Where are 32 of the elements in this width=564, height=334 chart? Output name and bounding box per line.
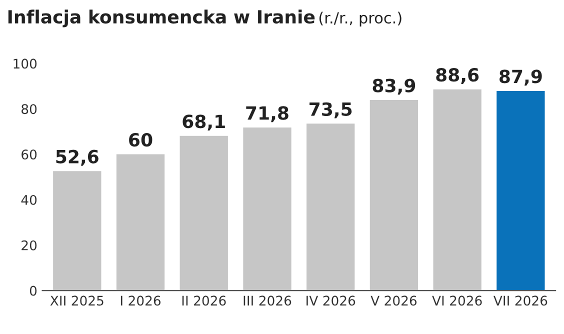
bar xyxy=(496,90,545,291)
chart-title: Inflacja konsumencka w Iranie xyxy=(8,10,315,28)
data-label: 83,9 xyxy=(372,78,416,95)
x-tick-label: XII 2025 xyxy=(50,296,104,306)
data-label: 71,8 xyxy=(246,106,288,122)
data-label: 52,6 xyxy=(56,150,98,166)
x-tick-label: V 2026 xyxy=(370,296,417,306)
bar xyxy=(433,89,482,291)
data-label: 73,5 xyxy=(310,102,352,118)
data-label: 88,6 xyxy=(436,68,479,84)
y-tick-label: 80 xyxy=(22,104,37,114)
y-tick-label: 100 xyxy=(14,58,37,69)
data-label: 87,9 xyxy=(500,70,542,86)
bar xyxy=(306,124,355,291)
y-tick-label: 0 xyxy=(30,286,37,296)
y-tick-label: 60 xyxy=(22,150,37,160)
y-tick-label: 40 xyxy=(21,194,37,205)
data-label: 68,1 xyxy=(182,114,225,131)
chart-subtitle: (r./r., proc.) xyxy=(319,12,402,27)
x-tick-label: III 2026 xyxy=(244,296,292,306)
bar xyxy=(243,128,292,291)
bar xyxy=(116,154,165,291)
x-tick-label: IV 2026 xyxy=(306,296,356,306)
y-tick-label: 20 xyxy=(22,240,37,250)
data-label: 60 xyxy=(129,132,152,147)
x-tick-label: VII 2026 xyxy=(494,296,548,306)
bar xyxy=(53,171,102,291)
x-tick-label: II 2026 xyxy=(182,296,226,306)
x-tick-label: I 2026 xyxy=(120,296,161,306)
x-tick-label: VI 2026 xyxy=(432,296,482,306)
bar xyxy=(180,136,228,291)
bar xyxy=(370,100,418,291)
